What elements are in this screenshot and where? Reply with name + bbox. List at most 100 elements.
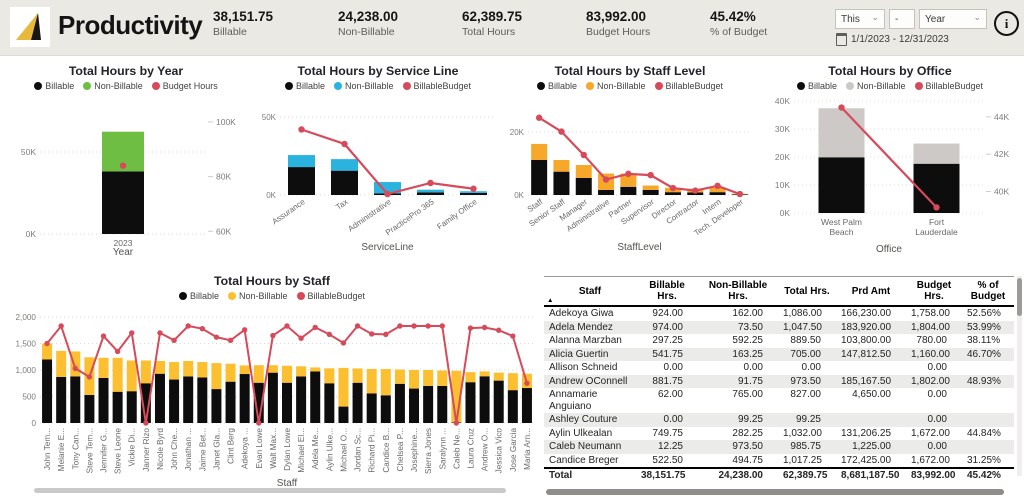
budget-line-marker[interactable]: [481, 324, 488, 331]
budget-line-marker[interactable]: [524, 380, 530, 386]
budget-line-marker[interactable]: [326, 331, 333, 338]
legend-item[interactable]: Billable: [796, 81, 837, 91]
bar-segment[interactable]: [620, 186, 637, 195]
bar-segment[interactable]: [417, 189, 444, 193]
bar-segment[interactable]: [56, 350, 67, 377]
legend-item[interactable]: Non-Billable: [333, 81, 394, 91]
budget-line-marker[interactable]: [341, 140, 348, 148]
budget-line-marker[interactable]: [143, 420, 149, 426]
bar-segment[interactable]: [324, 383, 335, 423]
bar-segment[interactable]: [98, 357, 109, 378]
budget-line-marker[interactable]: [669, 184, 677, 192]
bar-segment[interactable]: [380, 369, 391, 396]
bar-segment[interactable]: [423, 370, 434, 386]
bar-segment[interactable]: [620, 173, 637, 187]
bar-segment[interactable]: [310, 367, 321, 372]
budget-line-marker[interactable]: [470, 185, 477, 192]
budget-line-marker[interactable]: [86, 374, 93, 380]
column-header[interactable]: Staff ▲: [544, 276, 636, 307]
bar-segment[interactable]: [575, 177, 592, 195]
bar-segment[interactable]: [479, 371, 490, 377]
bar-segment[interactable]: [531, 143, 548, 160]
budget-line-marker[interactable]: [580, 151, 587, 159]
budget-line-marker[interactable]: [354, 323, 361, 329]
bar-segment[interactable]: [211, 389, 222, 423]
bar-segment[interactable]: [460, 191, 487, 193]
budget-line-marker[interactable]: [171, 337, 177, 344]
table-row[interactable]: Alanna Marzban 297.25 592.25 889.50 103,800.…: [544, 334, 1014, 348]
bar-segment[interactable]: [338, 367, 349, 407]
bar-segment[interactable]: [42, 343, 53, 360]
budget-line-marker[interactable]: [368, 331, 375, 337]
budget-line-marker[interactable]: [185, 323, 191, 329]
bar-segment[interactable]: [42, 359, 53, 423]
table-horizontal-scrollbar-thumb[interactable]: [546, 489, 1004, 495]
bar-segment[interactable]: [366, 368, 377, 394]
bar-segment[interactable]: [460, 192, 487, 195]
table-row[interactable]: Alicia Guertin 541.75 163.25 705.00 147,812.…: [544, 347, 1014, 361]
table-row[interactable]: Candice Breger 522.50 494.75 1,017.25 172,42…: [544, 454, 1014, 469]
budget-line-marker[interactable]: [933, 204, 940, 211]
budget-line-marker[interactable]: [72, 365, 78, 372]
legend-item[interactable]: BillableBudget: [296, 291, 365, 301]
budget-line-marker[interactable]: [397, 323, 403, 329]
legend-item[interactable]: Billable: [536, 81, 577, 91]
bar-segment[interactable]: [521, 388, 532, 423]
bar-segment[interactable]: [239, 365, 250, 375]
budget-line-marker[interactable]: [496, 327, 502, 333]
budget-line-marker[interactable]: [602, 176, 610, 183]
table-vertical-scrollbar-thumb[interactable]: [1017, 278, 1022, 316]
legend-item[interactable]: BillableBudget: [402, 81, 471, 91]
bar-segment[interactable]: [479, 376, 490, 423]
table-vertical-scrollbar[interactable]: [1017, 276, 1022, 476]
bar-segment[interactable]: [664, 192, 681, 195]
bar-segment[interactable]: [394, 383, 405, 423]
bar-segment[interactable]: [553, 171, 570, 195]
bar-segment[interactable]: [56, 376, 67, 423]
budget-line-marker[interactable]: [129, 330, 135, 336]
legend-item[interactable]: Billable: [178, 291, 219, 301]
bar-segment[interactable]: [197, 362, 208, 378]
budget-line-marker[interactable]: [298, 335, 304, 341]
bar-segment[interactable]: [253, 382, 264, 423]
budget-line-marker[interactable]: [157, 330, 163, 336]
bar-segment[interactable]: [183, 360, 194, 377]
table-row[interactable]: Adela Mendez 974.00 73.50 1,047.50 183,920.0…: [544, 320, 1014, 334]
bar-segment[interactable]: [575, 165, 592, 178]
bar-segment[interactable]: [598, 189, 615, 195]
legend-item[interactable]: Non-Billable: [585, 81, 646, 91]
bar-segment[interactable]: [98, 377, 109, 423]
bar-segment[interactable]: [126, 391, 137, 423]
bar-segment[interactable]: [465, 372, 476, 383]
budget-line-marker[interactable]: [298, 126, 305, 133]
bar-segment[interactable]: [437, 385, 448, 423]
bar-segment[interactable]: [282, 365, 292, 383]
budget-line-marker[interactable]: [199, 325, 206, 332]
legend-item[interactable]: Non-Billable: [227, 291, 288, 301]
bar-segment[interactable]: [417, 192, 444, 195]
budget-line-marker[interactable]: [647, 171, 654, 179]
bar-segment[interactable]: [288, 155, 315, 168]
bar-segment[interactable]: [642, 189, 659, 195]
bar-segment[interactable]: [310, 371, 321, 423]
budget-line-marker[interactable]: [227, 337, 234, 344]
budget-line-marker[interactable]: [467, 325, 474, 331]
budget-line-marker[interactable]: [270, 332, 276, 339]
budget-line-marker[interactable]: [44, 340, 50, 347]
budget-line-marker[interactable]: [383, 331, 389, 338]
bar-segment[interactable]: [374, 182, 401, 194]
budget-line-marker[interactable]: [535, 114, 543, 121]
bar-segment[interactable]: [102, 171, 144, 234]
bar-segment[interactable]: [84, 394, 95, 423]
bar-segment[interactable]: [70, 351, 81, 377]
info-icon[interactable]: i: [994, 11, 1019, 36]
bar-segment[interactable]: [225, 381, 236, 423]
budget-line-marker[interactable]: [625, 170, 632, 178]
budget-line-marker[interactable]: [558, 128, 565, 135]
budget-line-marker[interactable]: [58, 323, 64, 329]
bar-segment[interactable]: [197, 377, 208, 423]
bar-segment[interactable]: [331, 159, 358, 171]
bar-segment[interactable]: [267, 372, 278, 423]
bar-segment[interactable]: [331, 170, 358, 195]
table-row[interactable]: Ashley Couture 0.00 99.25 99.25 0.00: [544, 413, 1014, 427]
